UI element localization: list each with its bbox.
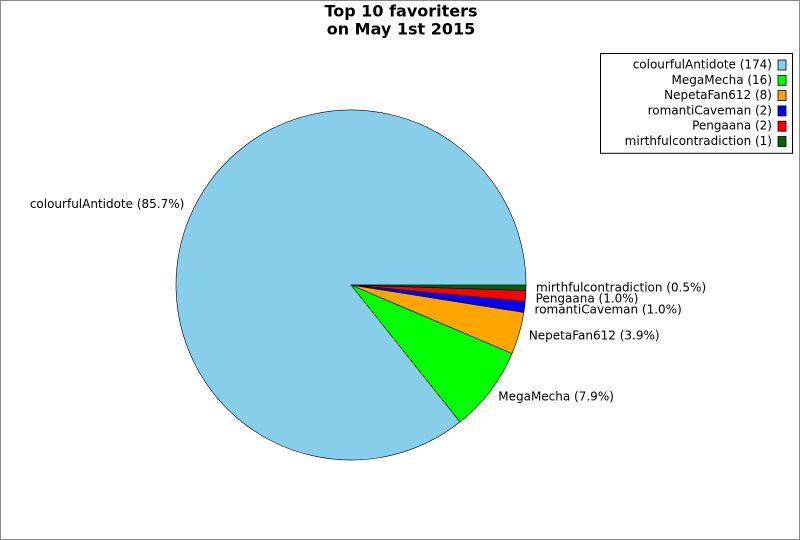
slice-label: colourfulAntidote (85.7%) — [30, 197, 185, 211]
legend-label: NepetaFan612 (8) — [664, 88, 772, 102]
legend-label: MegaMecha (16) — [672, 73, 772, 87]
legend-label: romantiCaveman (2) — [648, 103, 772, 117]
legend-swatch — [777, 120, 787, 132]
legend-label: mirthfulcontradiction (1) — [625, 134, 772, 148]
legend-swatch — [777, 136, 787, 147]
slice-label: NepetaFan612 (3.9%) — [529, 329, 660, 343]
chart-subtitle: on May 1st 2015 — [327, 20, 476, 39]
legend-label: colourfulAntidote (174) — [633, 58, 772, 72]
pie-slice — [350, 284, 527, 291]
chart-title: Top 10 favoriters — [324, 2, 477, 21]
slice-label: Pengaana (1.0%) — [536, 291, 639, 305]
legend-swatch — [777, 74, 787, 86]
slice-label: MegaMecha (7.9%) — [498, 390, 614, 404]
legend-swatch — [777, 90, 787, 101]
legend-label: Pengaana (2) — [692, 119, 772, 133]
legend-swatch — [777, 105, 787, 117]
legend-swatch — [777, 59, 787, 71]
slice-label: romantiCaveman (1.0%) — [535, 302, 682, 316]
legend-box — [600, 53, 793, 154]
slice-label: mirthfulcontradiction (0.5%) — [536, 280, 706, 294]
